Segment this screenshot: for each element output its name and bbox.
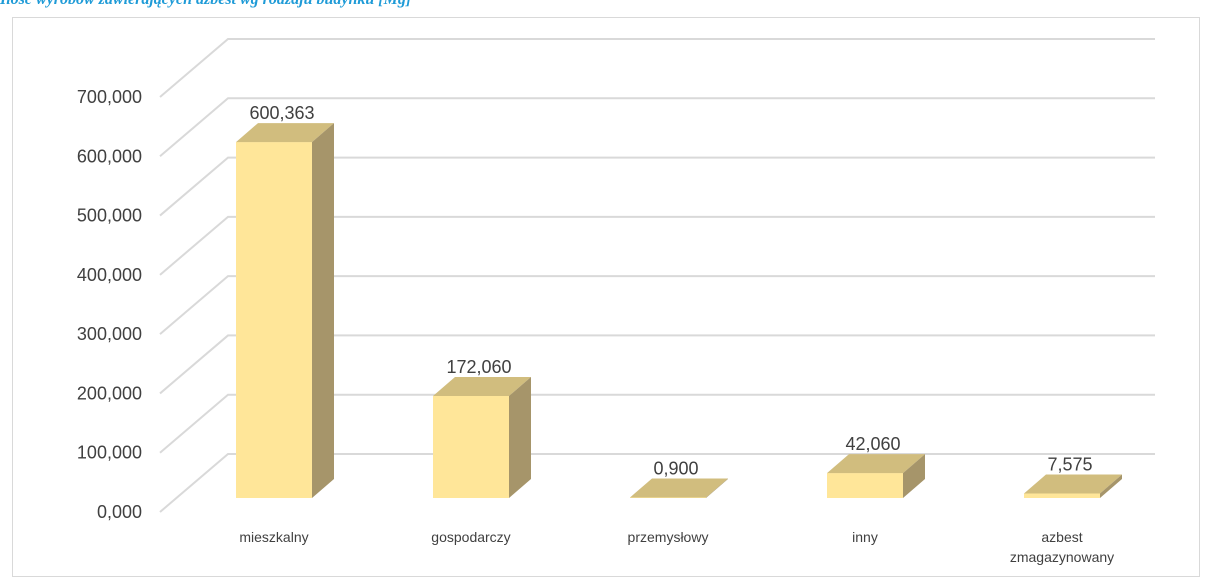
- chart-frame: [12, 17, 1200, 577]
- y-tick-label: 600,000: [77, 146, 142, 166]
- y-tick-label: 400,000: [77, 265, 142, 285]
- bar: [630, 478, 728, 498]
- bar-front: [630, 497, 706, 498]
- bar-side: [509, 376, 531, 498]
- category-label: mieszkalny: [239, 529, 308, 545]
- category-labels: mieszkalny gospodarczy przemysłowy inny azbe…: [239, 529, 1114, 565]
- bar-front: [433, 395, 509, 498]
- y-axis-ticks: 0,000 100,000 200,000 300,000 400,000 500,000…: [77, 87, 142, 522]
- bar-top: [1024, 474, 1122, 494]
- bar-front: [1024, 493, 1100, 498]
- data-label: 600,363: [249, 103, 314, 123]
- y-tick-label: 0,000: [97, 502, 142, 522]
- data-labels: 600,363 172,060 0,900 42,060 7,575: [249, 103, 1092, 478]
- gridline: [159, 275, 1155, 335]
- gridline: [159, 393, 1155, 454]
- bar-top: [630, 478, 728, 498]
- bar: [1024, 474, 1122, 498]
- category-label: gospodarczy: [431, 529, 510, 545]
- data-label: 172,060: [446, 357, 511, 377]
- y-tick-label: 700,000: [77, 87, 142, 107]
- bar-front: [236, 142, 312, 499]
- bar-top: [827, 454, 925, 474]
- bar-top: [433, 376, 531, 396]
- gridline: [159, 38, 1155, 98]
- gridline: [159, 97, 1155, 158]
- data-label: 0,900: [653, 458, 698, 478]
- gridlines: [159, 38, 1155, 513]
- category-label: azbest: [1041, 529, 1082, 545]
- bar-side: [706, 478, 728, 498]
- gridline: [159, 453, 1155, 513]
- y-tick-label: 100,000: [77, 443, 142, 463]
- y-tick-label: 200,000: [77, 383, 142, 403]
- bar-side: [903, 454, 925, 498]
- bar-top: [236, 123, 334, 143]
- gridline: [159, 156, 1155, 217]
- category-label: inny: [852, 529, 878, 545]
- bar-side: [312, 123, 334, 499]
- bar-side: [1100, 474, 1122, 498]
- bars: [236, 123, 1122, 499]
- category-label: zmagazynowany: [1010, 549, 1114, 565]
- bar: [827, 454, 925, 498]
- category-label: przemysłowy: [628, 529, 709, 545]
- bar: [236, 123, 334, 499]
- bar: [433, 376, 531, 498]
- gridline: [159, 215, 1155, 276]
- data-label: 7,575: [1047, 455, 1092, 475]
- y-tick-label: 300,000: [77, 324, 142, 344]
- y-tick-label: 500,000: [77, 206, 142, 226]
- bar-front: [827, 473, 903, 498]
- figure-caption: Ilość wyrobów zawierających azbest wg ro…: [0, 0, 1209, 11]
- data-label: 42,060: [845, 434, 900, 454]
- gridline: [159, 334, 1155, 395]
